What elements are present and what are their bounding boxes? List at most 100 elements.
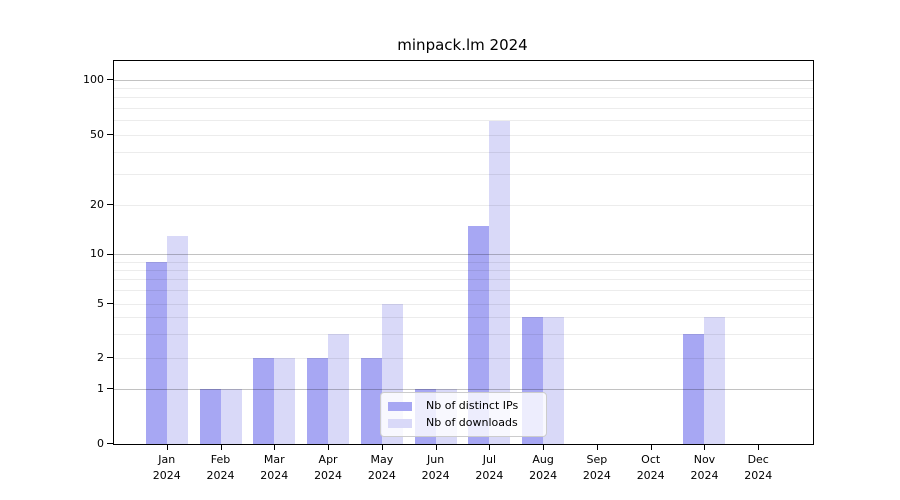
major-gridline-y10 bbox=[114, 254, 813, 255]
month-label: Apr bbox=[318, 453, 338, 466]
x-axis-tick-label-jul: Jul 2024 bbox=[457, 452, 521, 484]
minor-gridline-y3 bbox=[114, 333, 813, 335]
x-axis-tick-mark bbox=[758, 444, 760, 450]
bar-downloads-jan bbox=[166, 235, 188, 444]
y-axis-tick-mark bbox=[107, 134, 113, 135]
x-axis-tick-label-aug: Aug 2024 bbox=[511, 452, 575, 484]
x-axis-tick-label-may: May 2024 bbox=[350, 452, 414, 484]
x-axis-tick-label-apr: Apr 2024 bbox=[296, 452, 360, 484]
year-label: 2024 bbox=[152, 469, 181, 482]
x-axis-tick-label-mar: Mar 2024 bbox=[242, 452, 306, 484]
bar-distinct-ips-mar bbox=[253, 358, 275, 444]
bar-downloads-apr bbox=[328, 334, 350, 444]
minor-gridline-y7 bbox=[114, 279, 813, 281]
y-axis-tick-label-0: 0 bbox=[97, 436, 104, 450]
minor-gridline-y20 bbox=[114, 204, 813, 206]
bar-distinct-ips-may bbox=[360, 358, 382, 444]
month-label: Jun bbox=[427, 453, 445, 466]
y-axis-tick-mark bbox=[107, 303, 113, 304]
month-label: Nov bbox=[693, 453, 716, 466]
bar-downloads-jul bbox=[489, 120, 511, 444]
x-axis-tick-label-jun: Jun 2024 bbox=[404, 452, 468, 484]
x-axis-tick-label-dec: Dec 2024 bbox=[726, 452, 790, 484]
y-axis-tick-label-2: 2 bbox=[97, 350, 104, 364]
x-axis-tick-mark bbox=[489, 444, 491, 450]
x-axis-tick-mark bbox=[274, 444, 276, 450]
minor-gridline-y80 bbox=[114, 97, 813, 99]
minor-gridline-y40 bbox=[114, 151, 813, 153]
bar-downloads-mar bbox=[274, 358, 296, 444]
legend-label-downloads: Nb of downloads bbox=[426, 416, 518, 429]
legend-entry-downloads: Nb of downloads bbox=[388, 416, 546, 430]
gridlines-layer bbox=[114, 61, 813, 444]
minor-gridline-y4 bbox=[114, 316, 813, 318]
major-gridline-y1 bbox=[114, 388, 813, 390]
y-axis-tick-label-10: 10 bbox=[90, 247, 104, 260]
year-label: 2024 bbox=[582, 469, 611, 482]
year-label: 2024 bbox=[690, 469, 719, 482]
y-axis-tick-label-5: 5 bbox=[97, 296, 104, 310]
month-label: Dec bbox=[747, 453, 769, 466]
year-label: 2024 bbox=[260, 469, 289, 482]
y-axis-tick-label-50: 50 bbox=[90, 127, 104, 141]
x-axis-tick-label-oct: Oct 2024 bbox=[619, 452, 683, 484]
year-label: 2024 bbox=[421, 469, 450, 482]
minor-gridline-y8 bbox=[114, 269, 813, 271]
y-axis-tick-mark bbox=[107, 204, 113, 205]
y-axis-tick-mark bbox=[107, 357, 113, 358]
x-axis-tick-mark bbox=[704, 444, 706, 450]
bar-distinct-ips-jan bbox=[145, 262, 167, 444]
minor-gridline-y30 bbox=[114, 173, 813, 175]
y-axis-tick-mark bbox=[107, 79, 113, 80]
bar-downloads-nov bbox=[704, 317, 726, 444]
x-axis-tick-label-jan: Jan 2024 bbox=[135, 452, 199, 484]
bar-distinct-ips-feb bbox=[199, 389, 221, 444]
y-axis-tick-mark bbox=[107, 253, 113, 255]
bar-distinct-ips-jul bbox=[468, 225, 490, 444]
x-axis-tick-mark bbox=[220, 444, 222, 450]
minor-gridline-y70 bbox=[114, 107, 813, 109]
year-label: 2024 bbox=[206, 469, 235, 482]
year-label: 2024 bbox=[744, 469, 773, 482]
legend-swatch-distinct-ips bbox=[388, 401, 412, 411]
x-axis-tick-mark bbox=[650, 444, 652, 450]
y-axis-tick-mark bbox=[107, 388, 113, 389]
bar-distinct-ips-apr bbox=[307, 358, 329, 444]
y-axis-tick-label-20: 20 bbox=[90, 197, 104, 211]
year-label: 2024 bbox=[636, 469, 665, 482]
x-axis-tick-label-nov: Nov 2024 bbox=[672, 452, 736, 484]
minor-gridline-y5 bbox=[114, 303, 813, 305]
year-label: 2024 bbox=[367, 469, 396, 482]
bar-downloads-feb bbox=[220, 389, 242, 444]
plot-area bbox=[113, 60, 814, 445]
x-axis-tick-label-sep: Sep 2024 bbox=[565, 452, 629, 484]
chart-title: minpack.lm 2024 bbox=[397, 36, 528, 54]
minor-gridline-y50 bbox=[114, 134, 813, 136]
minor-gridline-y90 bbox=[114, 87, 813, 89]
month-label: Feb bbox=[210, 453, 231, 466]
x-axis-tick-mark bbox=[543, 444, 545, 450]
year-label: 2024 bbox=[314, 469, 343, 482]
x-axis-tick-mark bbox=[381, 444, 383, 450]
minor-gridline-y9 bbox=[114, 261, 813, 263]
month-label: May bbox=[370, 453, 394, 466]
bar-downloads-aug bbox=[543, 317, 565, 444]
legend: Nb of distinct IPs Nb of downloads bbox=[380, 392, 547, 437]
y-axis-tick-label-1: 1 bbox=[97, 381, 104, 395]
bar-distinct-ips-nov bbox=[683, 334, 705, 444]
x-axis-tick-label-feb: Feb 2024 bbox=[189, 452, 253, 484]
minor-gridline-y2 bbox=[114, 357, 813, 359]
major-gridline-y100 bbox=[114, 79, 813, 81]
legend-label-distinct-ips: Nb of distinct IPs bbox=[426, 399, 519, 412]
month-label: Jan bbox=[158, 453, 176, 466]
year-label: 2024 bbox=[529, 469, 558, 482]
month-label: Oct bbox=[641, 453, 661, 466]
x-axis-tick-mark bbox=[328, 444, 330, 450]
minor-gridline-y60 bbox=[114, 120, 813, 122]
legend-swatch-downloads bbox=[388, 418, 412, 428]
x-axis-tick-mark bbox=[435, 444, 437, 450]
month-label: Sep bbox=[586, 453, 608, 466]
month-label: Aug bbox=[532, 453, 554, 466]
y-axis-tick-mark bbox=[107, 443, 113, 444]
